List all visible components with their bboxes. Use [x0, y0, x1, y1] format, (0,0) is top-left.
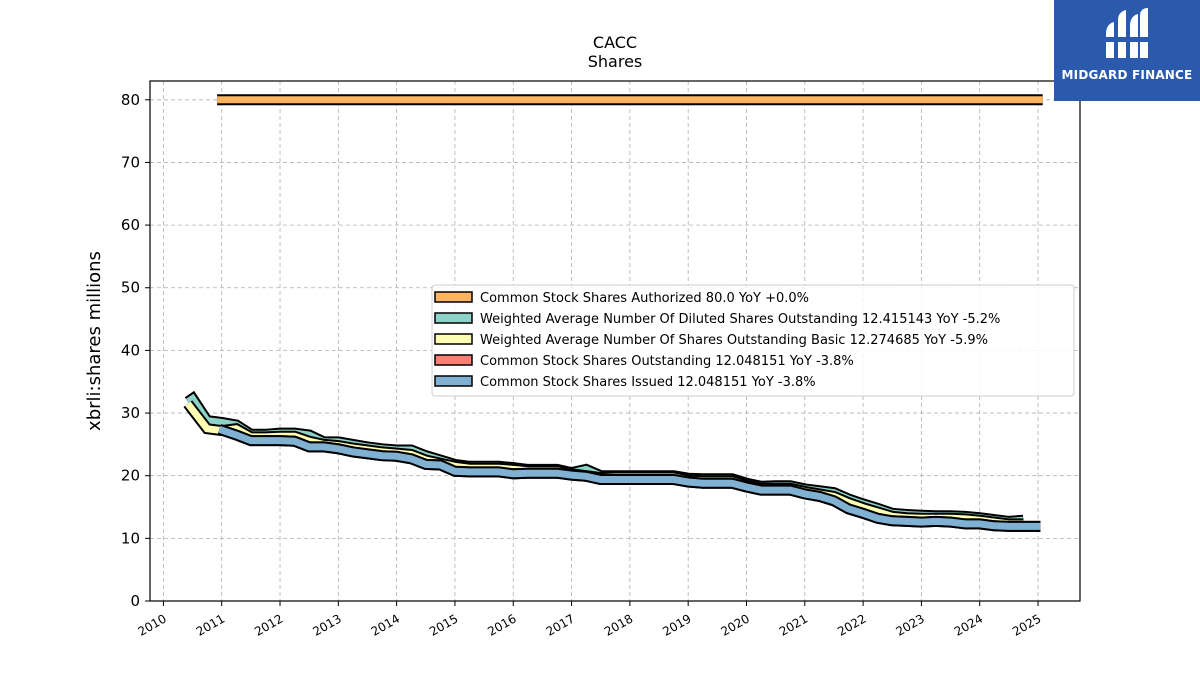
y-tick-label: 10 — [121, 529, 140, 547]
x-tick-label: 2010 — [135, 611, 168, 638]
x-tick-label: 2012 — [252, 611, 285, 638]
legend-swatch — [434, 312, 473, 324]
series-layer — [183, 94, 1043, 532]
series-line — [185, 401, 1024, 528]
chart-subtitle: Shares — [588, 52, 643, 71]
legend-item: Common Stock Shares Outstanding 12.04815… — [434, 354, 854, 369]
legend-item: Weighted Average Number Of Diluted Share… — [434, 312, 1000, 327]
legend-label: Weighted Average Number Of Diluted Share… — [480, 312, 1000, 327]
x-tick-label: 2013 — [310, 611, 343, 638]
legend-swatch — [434, 354, 473, 366]
x-tick-label: 2023 — [893, 611, 926, 638]
x-tick-label: 2011 — [194, 611, 227, 638]
x-axis-ticks: 2010 2011 2012 2013 2014 2015 2016 2017 2018 2019… — [135, 601, 1044, 639]
legend-label: Weighted Average Number Of Shares Outsta… — [480, 333, 988, 348]
y-tick-label: 70 — [121, 153, 140, 171]
y-tick-label: 20 — [121, 467, 140, 485]
y-tick-label: 60 — [121, 216, 140, 234]
series-line — [185, 393, 1024, 525]
legend-swatch — [434, 333, 473, 345]
x-tick-label: 2017 — [544, 611, 577, 638]
legend-box — [431, 284, 1075, 397]
x-tick-label: 2020 — [719, 611, 752, 638]
x-tick-label: 2016 — [485, 611, 518, 638]
legend-item: Common Stock Shares Authorized 80.0 YoY … — [434, 291, 809, 306]
y-axis-label: xbrli:shares millions — [84, 251, 105, 431]
series-2 — [183, 400, 1024, 530]
legend-label: Common Stock Shares Outstanding 12.04815… — [480, 354, 854, 369]
x-tick-label: 2021 — [777, 611, 810, 638]
y-tick-label: 30 — [121, 404, 140, 422]
x-tick-label: 2014 — [369, 611, 402, 638]
series-outline — [184, 390, 1024, 527]
legend-item: Weighted Average Number Of Shares Outsta… — [434, 333, 988, 348]
y-axis-ticks: 0 10 20 30 40 50 60 70 80 — [121, 91, 150, 610]
legend-swatch — [434, 375, 473, 387]
logo-text: MIDGARD FINANCE — [1061, 68, 1193, 82]
legend: Common Stock Shares Authorized 80.0 YoY … — [431, 284, 1075, 397]
y-tick-label: 0 — [130, 592, 140, 610]
legend-item: Common Stock Shares Issued 12.048151 YoY… — [434, 375, 816, 390]
series-line — [218, 425, 1041, 530]
x-tick-label: 2018 — [602, 611, 635, 638]
legend-label: Common Stock Shares Issued 12.048151 YoY… — [480, 375, 816, 390]
x-tick-label: 2019 — [660, 611, 693, 638]
y-tick-label: 80 — [121, 91, 140, 109]
series-4 — [217, 424, 1041, 532]
chart-title: CACC — [593, 33, 637, 52]
x-tick-label: 2015 — [427, 611, 460, 638]
legend-swatch — [434, 291, 473, 303]
plot-frame — [149, 80, 1081, 602]
legend-label: Common Stock Shares Authorized 80.0 YoY … — [480, 291, 809, 306]
series-1 — [184, 390, 1024, 527]
series-outline — [183, 400, 1024, 530]
midgard-finance-logo: MIDGARD FINANCE — [1054, 0, 1200, 101]
x-tick-label: 2024 — [952, 611, 985, 638]
x-tick-label: 2022 — [835, 611, 868, 638]
y-tick-label: 40 — [121, 341, 140, 359]
x-tick-label: 2025 — [1010, 611, 1043, 638]
midgard-logo-icon — [1102, 8, 1152, 58]
y-tick-label: 50 — [121, 279, 140, 297]
